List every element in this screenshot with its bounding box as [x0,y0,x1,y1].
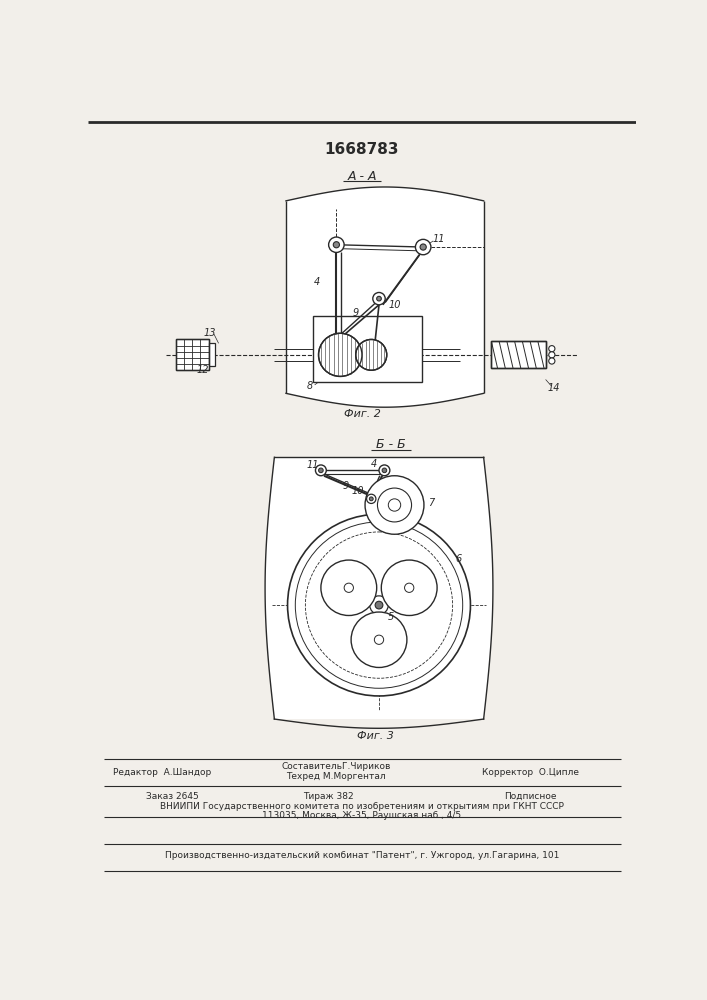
Text: 9: 9 [343,481,349,491]
Circle shape [373,292,385,305]
Circle shape [315,465,327,476]
Circle shape [351,612,407,667]
Text: Фиг. 3: Фиг. 3 [357,731,394,741]
Text: Техред М.Моргентал: Техред М.Моргентал [286,772,386,781]
Circle shape [378,488,411,522]
Bar [176,339,209,370]
Circle shape [374,635,384,644]
Text: 8: 8 [307,381,313,391]
Text: 12: 12 [196,365,209,375]
Text: 9: 9 [353,308,359,318]
Bar [313,316,421,382]
Circle shape [319,468,323,473]
Text: 11: 11 [307,460,320,470]
Polygon shape [265,457,493,719]
Circle shape [549,352,555,358]
Circle shape [420,244,426,250]
Circle shape [549,346,555,352]
Text: 10: 10 [351,486,363,496]
Text: 4: 4 [314,277,320,287]
Text: Тираж 382: Тираж 382 [303,792,354,801]
Circle shape [321,560,377,615]
Circle shape [319,333,362,376]
Text: Производственно-издательский комбинат "Патент", г. Ужгород, ул.Гагарина, 101: Производственно-издательский комбинат "П… [165,851,559,860]
Text: Редактор  А.Шандор: Редактор А.Шандор [113,768,211,777]
Text: 1668783: 1668783 [325,142,399,157]
Circle shape [549,358,555,364]
Circle shape [377,296,381,301]
Circle shape [296,522,462,688]
Text: А - А: А - А [347,170,377,183]
Circle shape [333,242,339,248]
Circle shape [356,339,387,370]
Text: 113035, Москва, Ж-35, Раушская наб., 4/5: 113035, Москва, Ж-35, Раушская наб., 4/5 [262,811,462,820]
Bar [491,341,546,368]
Circle shape [404,583,414,592]
Text: 4: 4 [370,459,377,469]
Text: Заказ 2645: Заказ 2645 [146,792,199,801]
Text: Фиг. 2: Фиг. 2 [344,409,380,419]
Text: ВНИИПИ Государственного комитета по изобретениям и открытиям при ГКНТ СССР: ВНИИПИ Государственного комитета по изоб… [160,802,564,811]
Circle shape [381,560,437,615]
Text: Подписное: Подписное [504,792,556,801]
Circle shape [369,497,373,501]
Text: 14: 14 [547,383,560,393]
Text: 13: 13 [204,328,216,338]
Text: 7: 7 [428,498,435,508]
Text: Б - Б: Б - Б [375,438,406,451]
Circle shape [370,596,388,614]
Circle shape [365,476,424,534]
Circle shape [329,237,344,252]
Circle shape [288,514,470,696]
Bar [491,341,546,368]
Bar [176,339,209,370]
Text: 6: 6 [456,554,462,564]
Circle shape [344,583,354,592]
Circle shape [375,601,383,609]
Text: 5: 5 [387,612,394,622]
Circle shape [382,468,387,473]
Circle shape [367,494,376,503]
Bar [209,343,215,366]
Text: 11: 11 [433,234,445,244]
Text: 10: 10 [388,300,401,310]
Circle shape [388,499,401,511]
Circle shape [416,239,431,255]
Text: СоставительГ.Чириков: СоставительГ.Чириков [281,762,391,771]
Polygon shape [286,187,484,407]
Circle shape [379,465,390,476]
Text: Корректор  О.Ципле: Корректор О.Ципле [481,768,578,777]
